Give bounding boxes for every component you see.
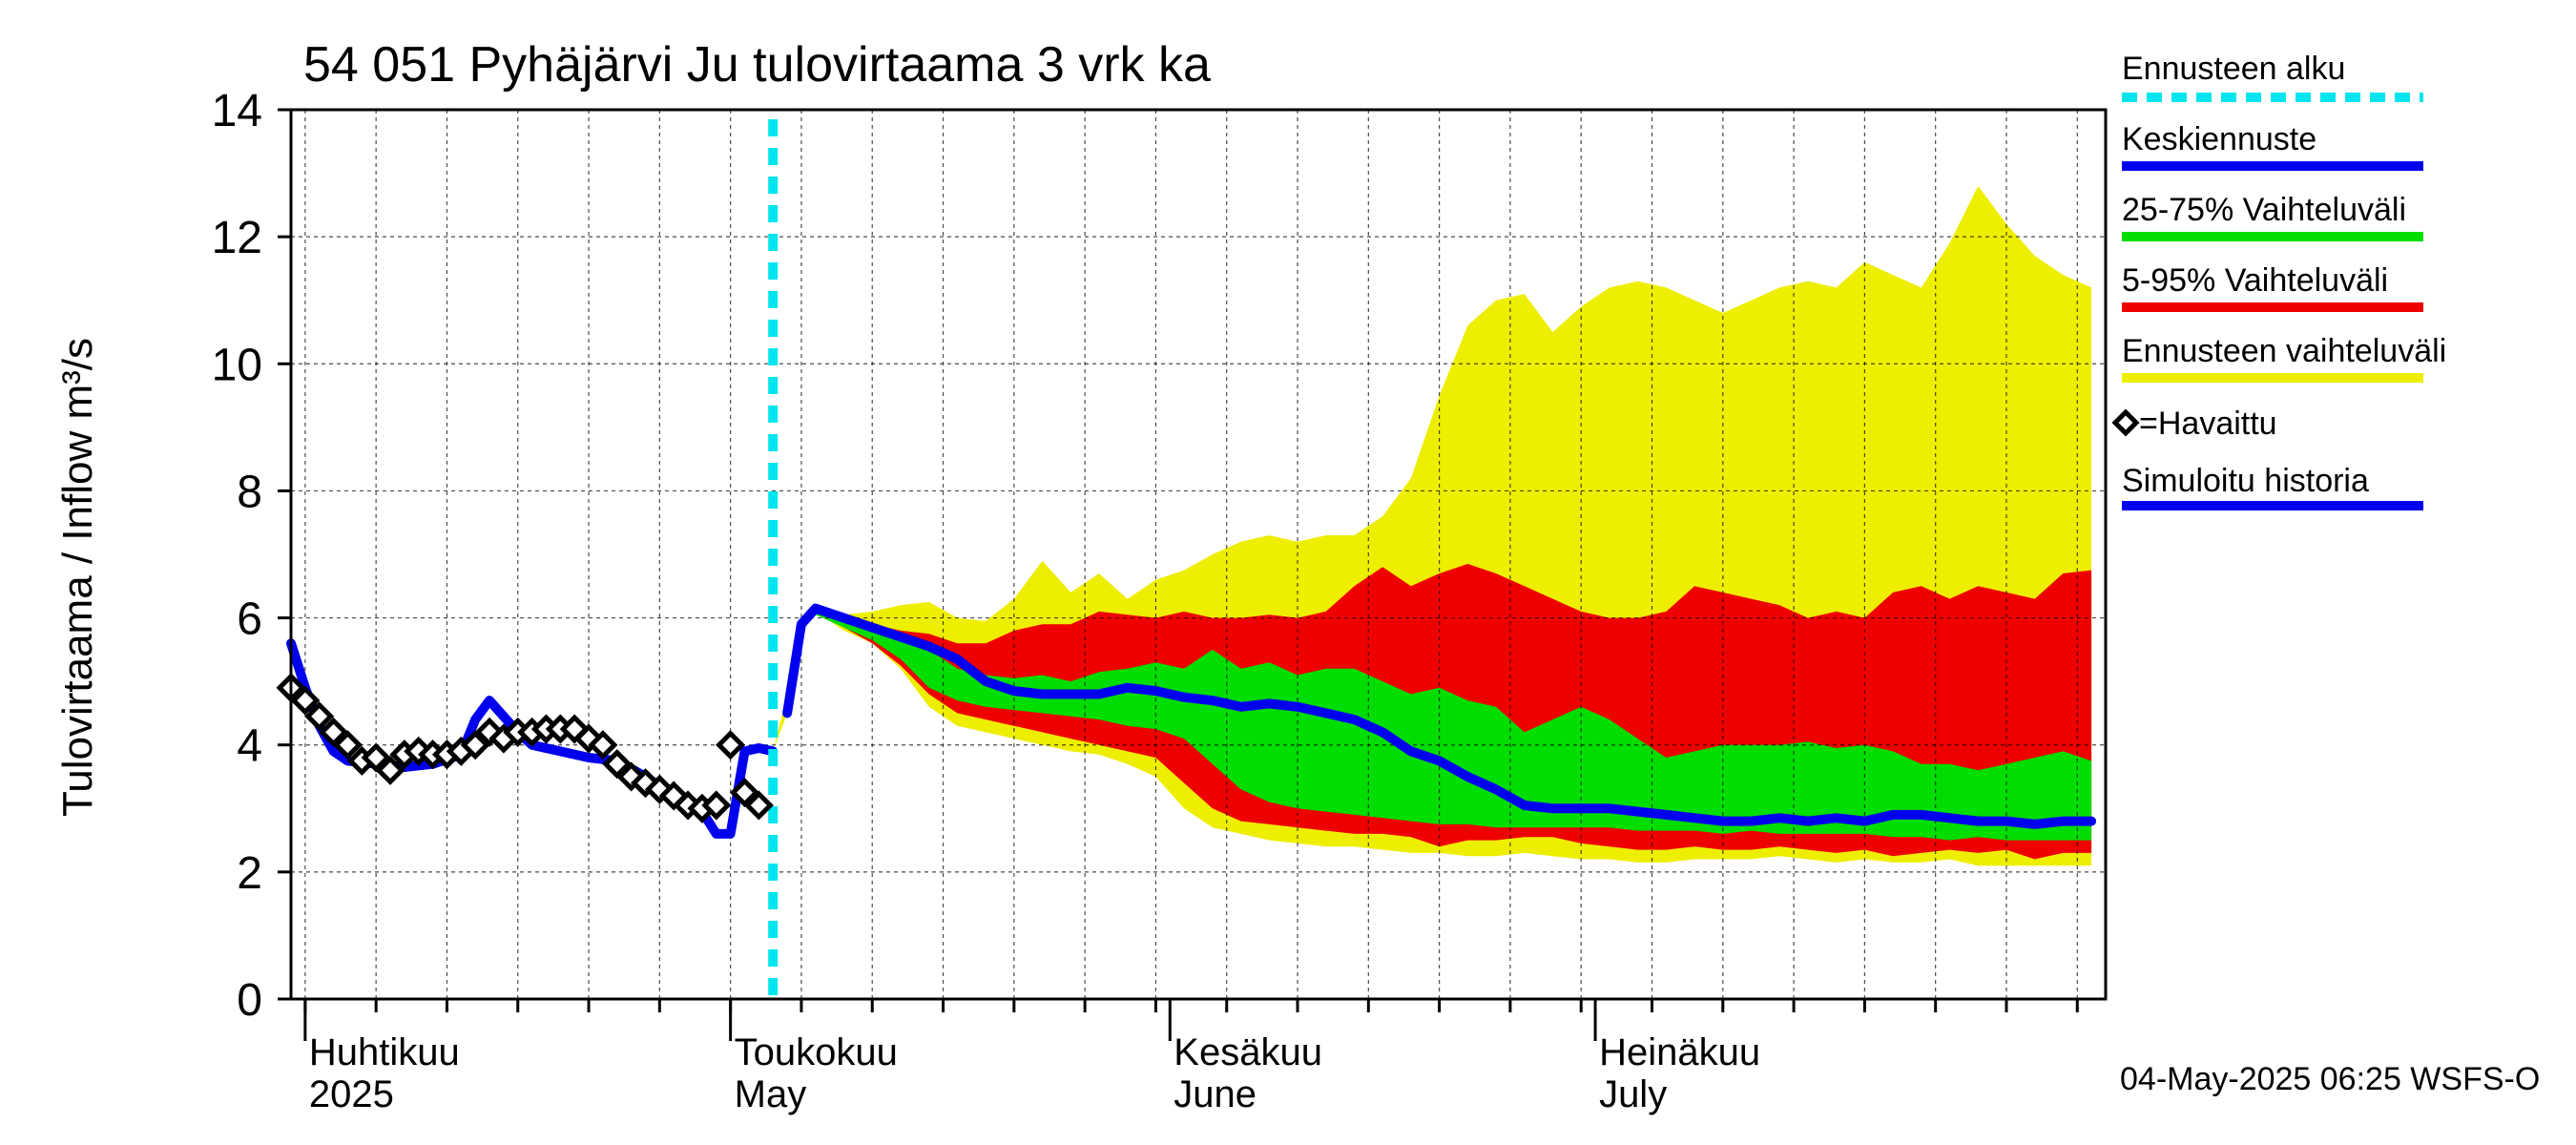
observed-point xyxy=(460,730,490,760)
line-keskiennuste xyxy=(782,603,2097,829)
y-axis-label: Tulovirtaama / Inflow m³/s xyxy=(54,338,101,817)
observed-point xyxy=(701,790,732,821)
y-tick-label: 10 xyxy=(212,340,262,390)
x-month-label-en: 2025 xyxy=(309,1073,394,1115)
observed-point xyxy=(602,749,633,780)
x-month-label-fi: Heinäkuu xyxy=(1599,1031,1760,1073)
legend: Ennusteen alku Keskiennuste 25-75% Vaihtel… xyxy=(2111,51,2446,510)
y-tick-label: 12 xyxy=(212,213,262,263)
x-month-label-en: June xyxy=(1174,1073,1257,1115)
plot-frame xyxy=(289,108,2108,1001)
observed-point xyxy=(290,685,321,716)
legend-label: =Havaittu xyxy=(2139,406,2277,442)
legend-label: 25-75% Vaihteluväli xyxy=(2122,192,2406,228)
x-month-label-en: July xyxy=(1599,1073,1667,1115)
observed-point xyxy=(559,714,590,744)
legend-label: 5-95% Vaihteluväli xyxy=(2122,262,2388,299)
x-month-label-fi: Huhtikuu xyxy=(309,1031,460,1073)
x-month-label-fi: Kesäkuu xyxy=(1174,1031,1322,1073)
observed-point xyxy=(729,778,760,808)
observed-point xyxy=(361,742,391,773)
legend-diamond-marker xyxy=(2111,408,2140,437)
x-month-label-fi: Toukokuu xyxy=(735,1031,898,1073)
line-layer xyxy=(276,119,2097,999)
legend-label: Keskiennuste xyxy=(2122,121,2316,157)
legend-label: Ennusteen alku xyxy=(2122,51,2345,87)
x-month-label-en: May xyxy=(735,1073,807,1115)
observed-point xyxy=(716,730,746,760)
y-tick-label: 6 xyxy=(237,594,262,645)
y-tick-label: 4 xyxy=(237,721,262,772)
observed-point xyxy=(319,717,349,747)
legend-label: Simuloitu historia xyxy=(2122,463,2369,499)
legend-label: Ennusteen vaihteluväli xyxy=(2122,333,2446,369)
y-tick-label: 14 xyxy=(212,86,262,136)
y-tick-label: 8 xyxy=(237,467,262,517)
chart-title: 54 051 Pyhäjärvi Ju tulovirtaama 3 vrk k… xyxy=(303,37,1211,93)
observed-point xyxy=(743,790,774,821)
footer-timestamp: 04-May-2025 06:25 WSFS-O xyxy=(2120,1061,2540,1097)
observed-point xyxy=(375,755,405,785)
band-2 xyxy=(787,611,2092,841)
observed-point xyxy=(588,730,618,760)
observed-point xyxy=(304,701,335,732)
observed-point xyxy=(332,730,363,760)
y-tick-label: 0 xyxy=(237,975,262,1026)
y-tick-label: 2 xyxy=(237,848,262,899)
